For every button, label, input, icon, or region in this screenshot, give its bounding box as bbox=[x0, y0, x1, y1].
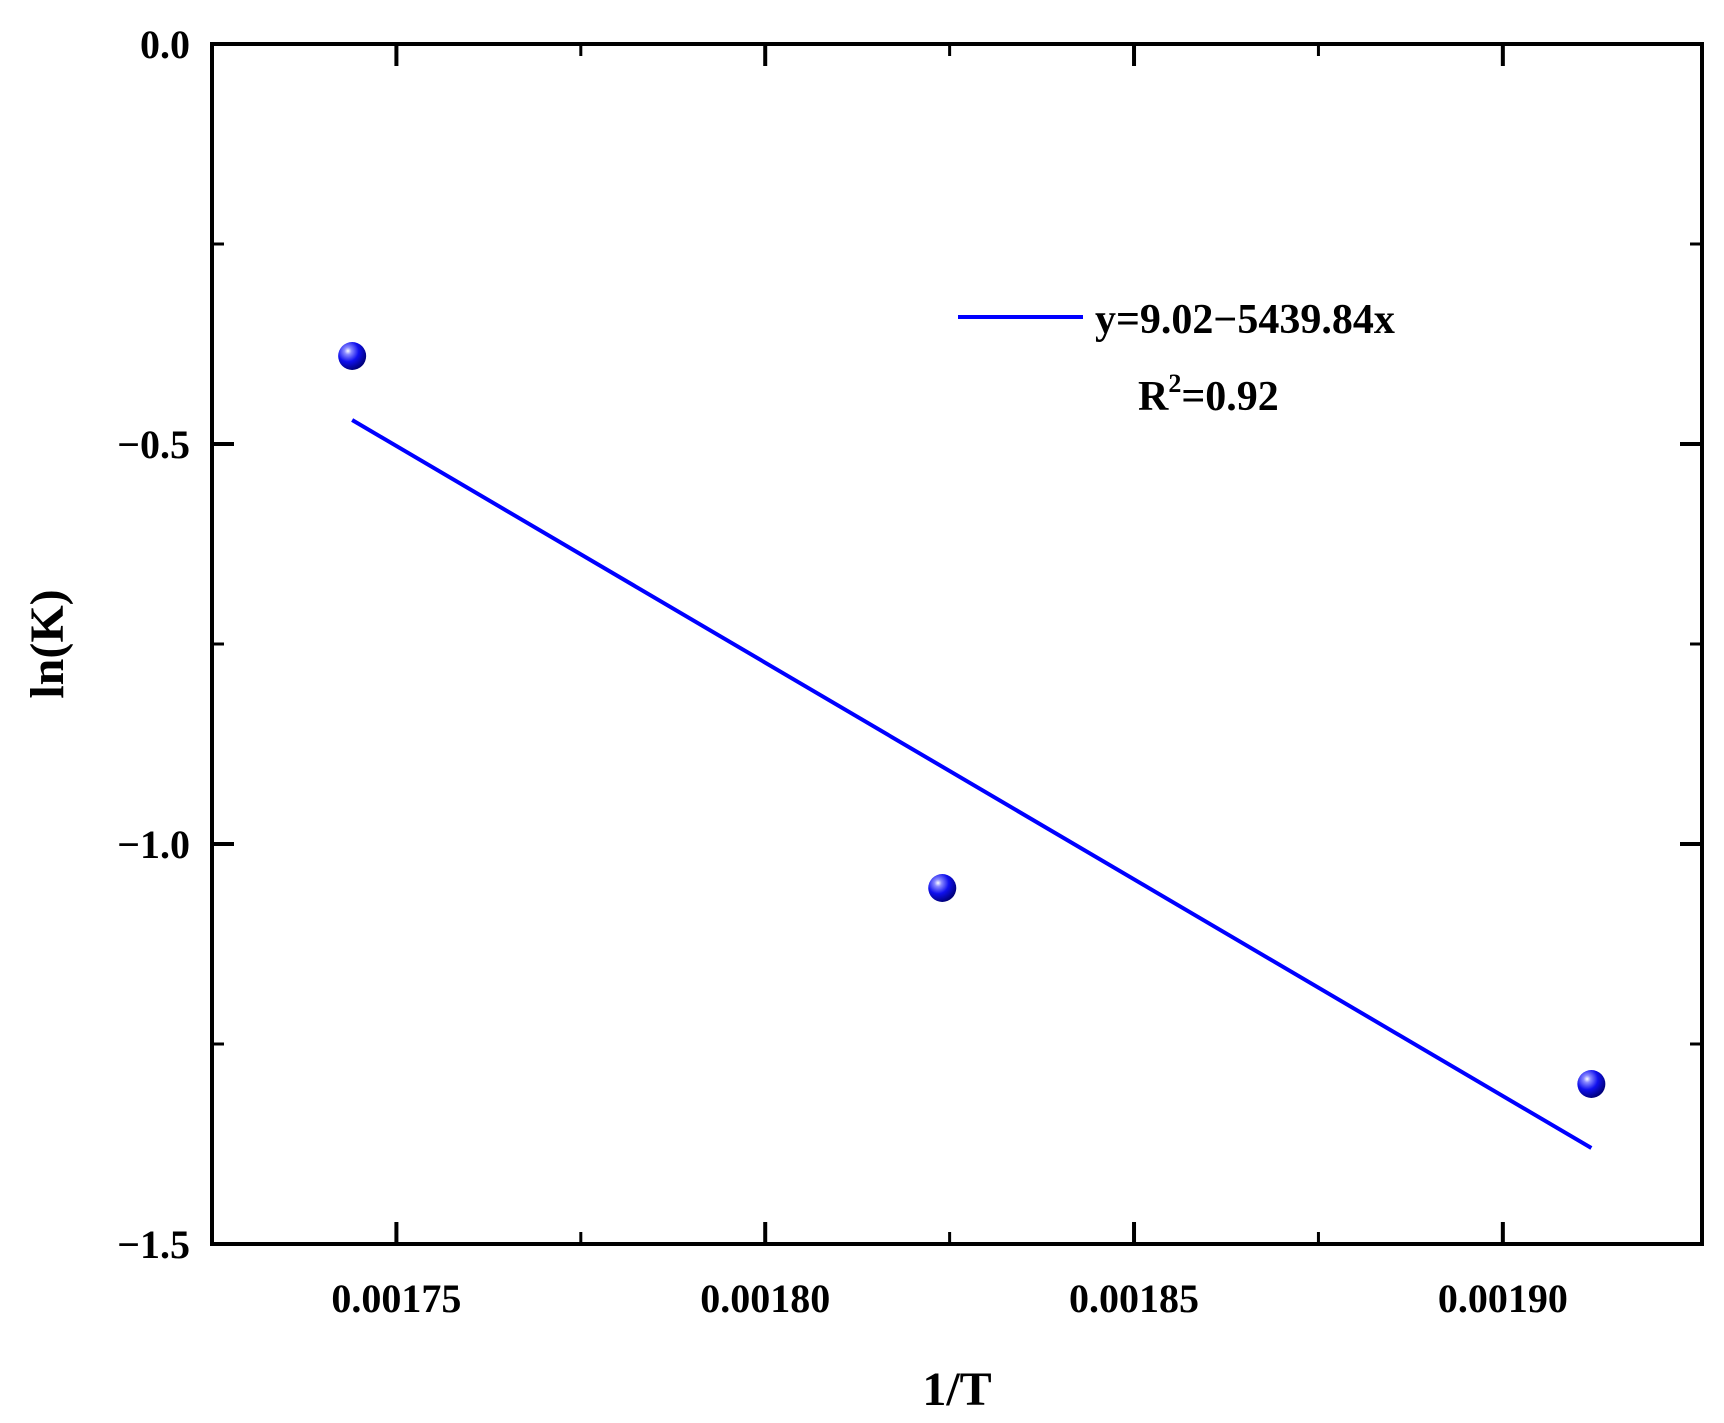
x-axis-title: 1/T bbox=[922, 1363, 991, 1416]
legend-r2-exponent: 2 bbox=[1168, 369, 1181, 398]
y-tick-label: −1.5 bbox=[117, 1222, 190, 1267]
y-axis-title: ln(K) bbox=[21, 589, 74, 698]
legend: y=9.02−5439.84x R2=0.92 bbox=[958, 297, 1395, 420]
y-tick-label: −0.5 bbox=[117, 422, 190, 467]
fit-line bbox=[351, 418, 1593, 1150]
legend-r-squared: R2=0.92 bbox=[1138, 369, 1279, 420]
data-point bbox=[1577, 1070, 1606, 1098]
x-tick-label: 0.00190 bbox=[1438, 1276, 1568, 1321]
x-axis-ticks: 0.00175 0.00180 0.00185 0.00190 bbox=[331, 44, 1568, 1321]
x-tick-label: 0.00175 bbox=[331, 1276, 461, 1321]
legend-r2-prefix: R bbox=[1138, 374, 1169, 420]
y-tick-label: 0.0 bbox=[140, 22, 190, 67]
x-tick-label: 0.00185 bbox=[1069, 1276, 1199, 1321]
data-points bbox=[338, 342, 1606, 1098]
data-point bbox=[338, 342, 367, 370]
x-tick-label: 0.00180 bbox=[700, 1276, 830, 1321]
fit-lines bbox=[351, 418, 1593, 1150]
legend-r2-value: =0.92 bbox=[1181, 374, 1278, 420]
y-tick-label: −1.0 bbox=[117, 822, 190, 867]
legend-equation: y=9.02−5439.84x bbox=[1095, 297, 1395, 343]
y-axis-ticks: 0.0 −0.5 −1.0 −1.5 bbox=[117, 22, 1702, 1267]
data-point bbox=[928, 874, 957, 902]
plot-frame bbox=[210, 42, 1704, 1246]
